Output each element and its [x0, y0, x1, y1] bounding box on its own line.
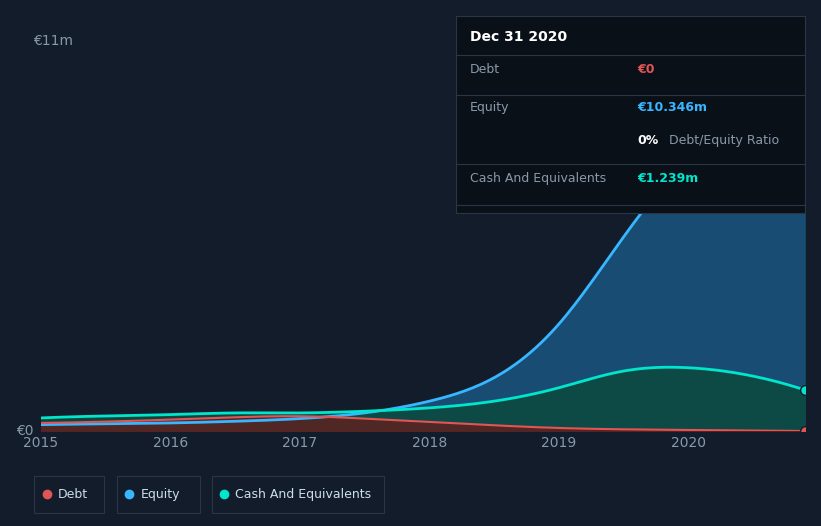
FancyBboxPatch shape [34, 476, 104, 513]
Text: Dec 31 2020: Dec 31 2020 [470, 29, 566, 44]
Text: €1.239m: €1.239m [637, 171, 699, 185]
Text: Cash And Equivalents: Cash And Equivalents [470, 171, 606, 185]
FancyBboxPatch shape [212, 476, 384, 513]
Text: Equity: Equity [470, 100, 509, 114]
Text: Debt/Equity Ratio: Debt/Equity Ratio [665, 134, 779, 147]
FancyBboxPatch shape [117, 476, 200, 513]
Text: Debt: Debt [58, 488, 88, 501]
Text: Cash And Equivalents: Cash And Equivalents [236, 488, 372, 501]
Text: 0%: 0% [637, 134, 658, 147]
Text: €0: €0 [637, 63, 654, 76]
Text: €11m: €11m [34, 34, 73, 48]
Text: €0: €0 [16, 424, 34, 438]
Text: Debt: Debt [470, 63, 500, 76]
Text: Equity: Equity [140, 488, 180, 501]
Text: €10.346m: €10.346m [637, 100, 707, 114]
